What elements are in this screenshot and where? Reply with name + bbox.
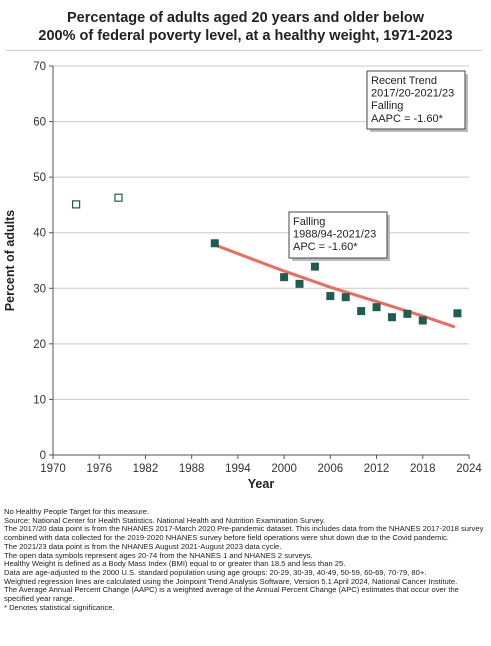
x-tick-label: 1970 [40, 463, 66, 475]
footnote: * Denotes statistical significance. [4, 602, 115, 612]
data-point [280, 273, 289, 282]
annotation-box [366, 70, 466, 130]
x-tick-label: 2024 [456, 463, 482, 475]
data-point [372, 303, 381, 312]
x-tick-label: 2012 [364, 463, 390, 475]
data-point [295, 279, 304, 288]
annotation-text: 1988/94-2021/23 [293, 229, 376, 241]
footnote: Source: National Center for Health Stati… [4, 515, 326, 525]
data-point [357, 307, 366, 316]
x-tick-label: 1988 [179, 463, 205, 475]
x-tick-label: 2018 [410, 463, 436, 475]
annotation-text: 2017/20-2021/23 [371, 88, 454, 100]
y-tick-label: 70 [33, 61, 46, 73]
x-axis-title: Year [248, 477, 275, 491]
footnote: The open data symbols represent ages 20-… [4, 550, 313, 560]
annotation-box [288, 211, 388, 259]
y-tick-label: 10 [33, 394, 46, 406]
footnote: Weighted regression lines are calculated… [4, 576, 458, 586]
annotation-text: Falling [293, 216, 325, 228]
footnote: Healthy Weight is defined as a Body Mass… [4, 559, 346, 569]
x-tick-label: 1994 [225, 463, 251, 475]
x-tick-label: 2000 [271, 463, 297, 475]
y-tick-label: 0 [40, 450, 46, 462]
data-point [310, 262, 319, 271]
annotation-text: APC = -1.60* [293, 241, 358, 253]
y-axis-title: Percent of adults [3, 210, 17, 311]
data-point [341, 293, 350, 302]
y-tick-label: 20 [33, 339, 46, 351]
chart-area: 0 10 20 30 40 50 60 70 1970 1976 1982 1988 1994 2000 2… [3, 61, 482, 491]
data-point [403, 309, 412, 318]
open-data-point [114, 193, 123, 202]
data-point [326, 292, 335, 301]
annotation-text: Falling [371, 100, 403, 112]
title-divider [6, 50, 482, 51]
footnote: Data are age-adjusted to the 2000 U.S. s… [4, 567, 427, 577]
footnote: The Average Annual Percent Change (AAPC)… [4, 585, 459, 604]
x-tick-label: 1982 [133, 463, 159, 475]
footnote: The 2017/20 data point is from the NHANE… [4, 524, 484, 543]
data-point [418, 316, 427, 325]
trend-line [213, 243, 456, 329]
chart-title: Percentage of adults aged 20 years and o… [0, 9, 491, 45]
data-point [210, 239, 219, 248]
y-tick-label: 60 [33, 117, 46, 129]
data-point [387, 313, 396, 322]
open-data-point [72, 200, 81, 209]
annotation-text: AAPC = -1.60* [371, 113, 444, 125]
annotation-text: Recent Trend [371, 75, 437, 87]
x-tick-label: 2006 [318, 463, 344, 475]
data-point [453, 309, 462, 318]
footnote: No Healthy People Target for this measur… [4, 507, 150, 516]
footnotes: No Healthy People Target for this measur… [4, 507, 486, 612]
chart-title-line-2: 200% of federal poverty level, at a heal… [38, 28, 453, 44]
y-tick-label: 50 [33, 172, 46, 184]
x-tick-label: 1976 [86, 463, 112, 475]
y-tick-label: 30 [33, 283, 46, 295]
footnote: The 2021/23 data point is from the NHANE… [4, 541, 282, 551]
y-tick-label: 40 [33, 228, 46, 240]
chart-title-line-1: Percentage of adults aged 20 years and o… [67, 10, 424, 26]
